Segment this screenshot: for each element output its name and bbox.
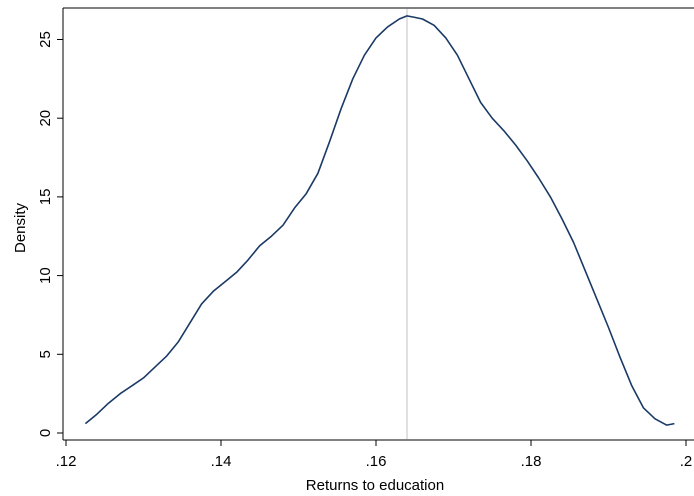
density-line [84,15,675,426]
y-tick-label: 15 [37,189,54,206]
x-tick-label: .14 [211,453,232,470]
axes-layer [62,7,694,441]
y-tick-label: 5 [37,350,54,358]
y-tick-label: 10 [37,267,54,284]
y-ticks: 0 5 10 15 20 25 [37,31,63,437]
x-axis-title: Returns to education [306,477,444,494]
x-ticks: .12 .14 .16 .18 .2 [56,440,693,470]
y-tick-label: 25 [37,31,54,48]
x-tick-label: .12 [56,453,77,470]
y-tick-label: 0 [37,429,54,437]
y-axis-title: Density [12,202,29,253]
series-layer [84,15,675,426]
x-tick-label: .18 [521,453,542,470]
y-tick-label: 20 [37,110,54,127]
x-tick-label: .16 [366,453,387,470]
x-tick-label: .2 [680,453,693,470]
plot-area [63,8,693,440]
